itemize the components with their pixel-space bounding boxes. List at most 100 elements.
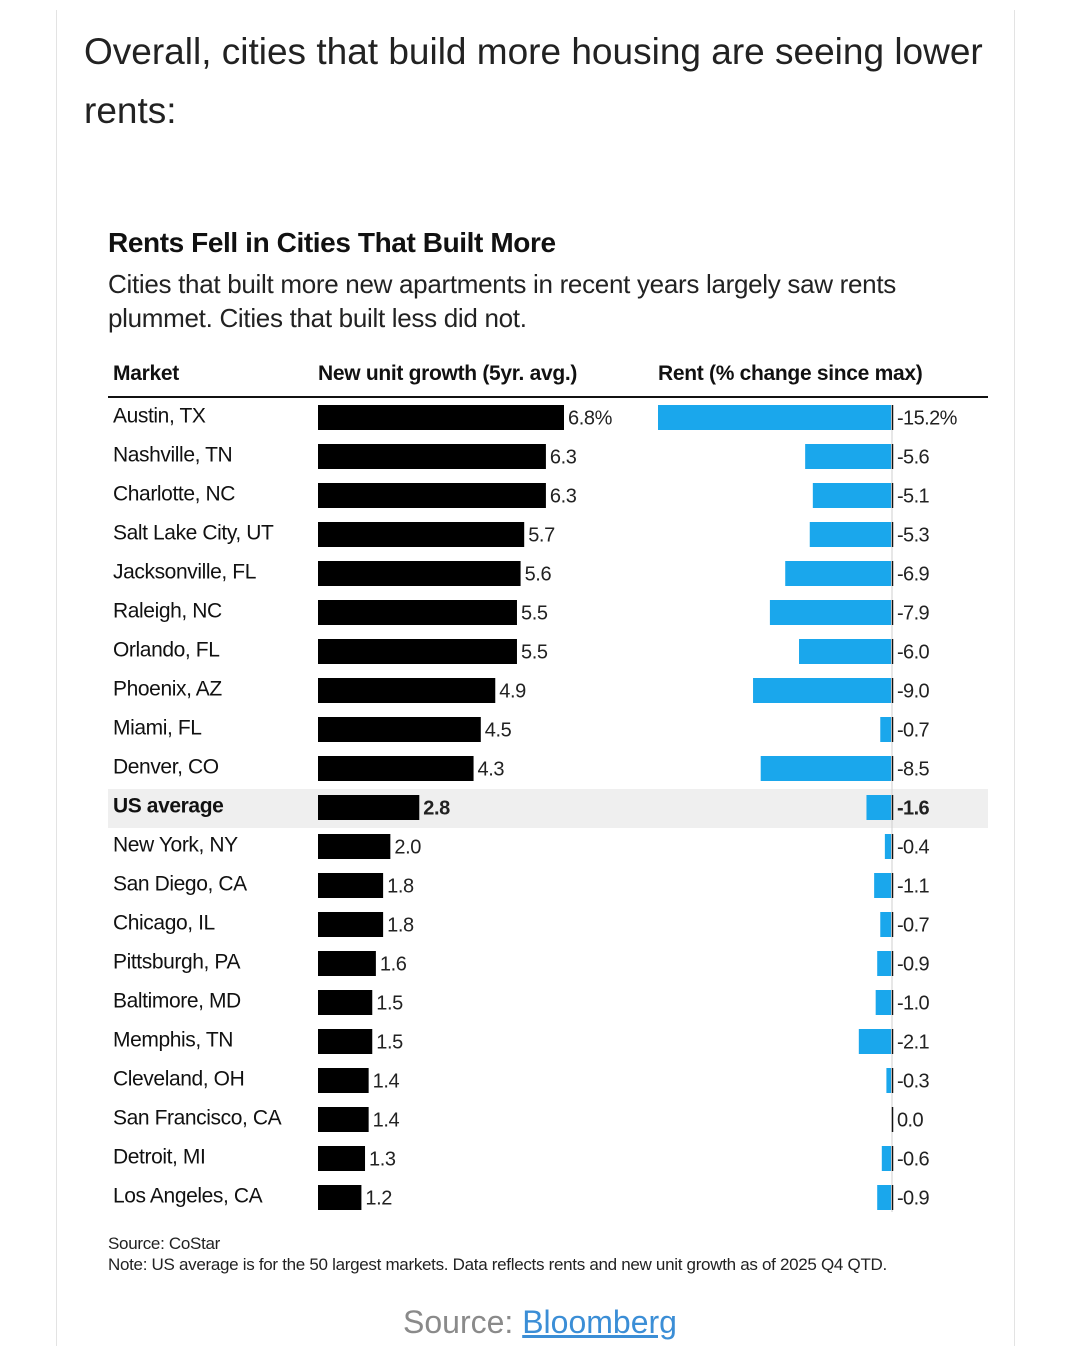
market-label: Orlando, FL [113,639,220,662]
rent-bar [809,522,891,547]
rent-bar [812,483,891,508]
growth-value-label: 6.3 [550,486,577,508]
growth-bar [318,483,546,508]
market-label: Los Angeles, CA [113,1185,263,1208]
growth-value-label: 1.8 [387,915,414,937]
market-label: Phoenix, AZ [113,678,222,701]
rent-value-label: -5.3 [897,525,930,547]
bloomberg-link[interactable]: Bloomberg [522,1304,677,1340]
rent-value-label: -0.6 [897,1149,930,1171]
market-label: US average [113,795,223,818]
growth-bar [318,444,546,469]
growth-bar [318,678,496,703]
left-border [56,10,57,1346]
growth-value-label: 2.8 [423,798,450,820]
market-label: San Francisco, CA [113,1107,282,1130]
rent-value-label: -6.0 [897,642,930,664]
intro-text: Overall, cities that build more housing … [84,31,983,131]
rent-bar [760,756,891,781]
growth-bar [318,951,376,976]
growth-bar [318,405,564,430]
growth-value-label: 5.5 [521,603,548,625]
column-header-rent: Rent (% change since max) [658,362,923,385]
growth-value-label: 4.3 [478,759,505,781]
market-label: Charlotte, NC [113,483,235,506]
rent-value-label: -0.9 [897,954,930,976]
growth-bar [318,1146,366,1171]
growth-value-label: 1.5 [376,993,403,1015]
note-text: Note: US average is for the 50 largest m… [108,1255,887,1274]
growth-value-label: 1.2 [365,1188,392,1210]
growth-value-label: 2.0 [394,837,421,859]
market-label: San Diego, CA [113,873,247,896]
rent-bar [658,405,891,430]
market-label: Memphis, TN [113,1029,233,1052]
rent-bar [877,951,891,976]
rent-value-label: -9.0 [897,681,930,703]
rent-value-label: 0.0 [897,1110,923,1132]
growth-bar [318,561,521,586]
rent-bar [881,1146,891,1171]
right-border [1014,10,1015,1346]
growth-value-label: 1.6 [380,954,407,976]
rent-value-label: -5.1 [897,486,930,508]
market-label: Austin, TX [113,405,206,428]
growth-value-label: 6.3 [550,447,577,469]
growth-bar [318,834,391,859]
growth-value-label: 4.5 [485,720,512,742]
growth-value-label: 5.5 [521,642,548,664]
rent-value-label: -0.7 [897,720,930,742]
source-text: Source: CoStar [108,1234,221,1253]
rent-value-label: -0.3 [897,1071,930,1093]
rent-bar [769,600,891,625]
growth-value-label: 5.6 [525,564,552,586]
rent-value-label: -8.5 [897,759,930,781]
growth-bar [318,600,517,625]
growth-bar [318,1107,369,1132]
rent-value-label: -15.2% [897,408,958,430]
rent-value-label: -1.6 [897,798,930,820]
rent-bar [880,717,891,742]
rent-value-label: -0.4 [897,837,930,859]
rent-bar [875,990,891,1015]
rent-value-label: -7.9 [897,603,930,625]
growth-bar [318,522,525,547]
column-header-market: Market [113,362,179,385]
growth-bar [318,1185,362,1210]
rent-bar [874,873,891,898]
rent-value-label: -6.9 [897,564,930,586]
rent-bar [858,1029,891,1054]
growth-bar [318,990,373,1015]
market-label: Denver, CO [113,756,219,779]
header-rule [108,396,988,398]
growth-bar [318,717,481,742]
rent-bar [799,639,891,664]
rent-bar [866,795,891,820]
growth-bar [318,1029,373,1054]
rent-bar [884,834,891,859]
growth-value-label: 1.4 [373,1110,400,1132]
credit-line: Source: Bloomberg [0,1304,1080,1341]
growth-bar [318,756,474,781]
rent-value-label: -5.6 [897,447,930,469]
chart-title: Rents Fell in Cities That Built More [108,227,556,258]
market-label: Chicago, IL [113,912,215,935]
growth-value-label: 4.9 [499,681,526,703]
growth-bar [318,912,384,937]
rent-value-label: -0.9 [897,1188,930,1210]
growth-value-label: 1.3 [369,1149,396,1171]
growth-bar [318,1068,369,1093]
market-label: Detroit, MI [113,1146,205,1169]
rent-value-label: -1.1 [897,876,930,898]
rent-bar [877,1185,891,1210]
market-label: Jacksonville, FL [113,561,256,584]
rent-value-label: -1.0 [897,993,930,1015]
rent-value-label: -2.1 [897,1032,930,1054]
column-header-growth: New unit growth (5yr. avg.) [318,362,578,385]
growth-bar [318,873,384,898]
market-label: Miami, FL [113,717,202,740]
rent-bar [753,678,891,703]
rent-value-label: -0.7 [897,915,930,937]
growth-bar [318,639,517,664]
